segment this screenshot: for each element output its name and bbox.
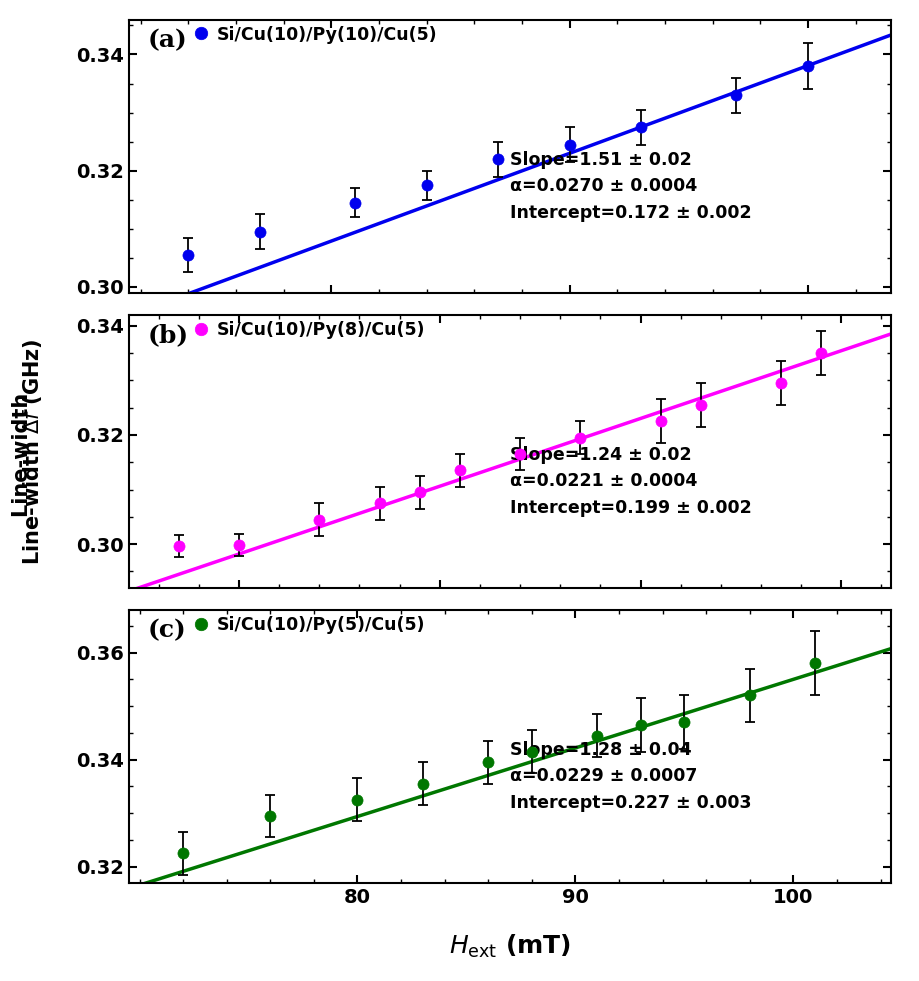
Text: $\it{H}_{\rm{ext}}$ (mT): $\it{H}_{\rm{ext}}$ (mT) [449,933,571,960]
Text: Line-width: Line-width [12,386,32,517]
Legend: Si/Cu(10)/Py(8)/Cu(5): Si/Cu(10)/Py(8)/Cu(5) [195,321,425,338]
Text: Slope=1.51 ± 0.02
α=0.0270 ± 0.0004
Intercept=0.172 ± 0.002: Slope=1.51 ± 0.02 α=0.0270 ± 0.0004 Inte… [510,151,752,222]
Legend: Si/Cu(10)/Py(5)/Cu(5): Si/Cu(10)/Py(5)/Cu(5) [195,616,425,634]
Text: (a): (a) [148,27,187,52]
Text: Slope=1.28 ± 0.04
α=0.0229 ± 0.0007
Intercept=0.227 ± 0.003: Slope=1.28 ± 0.04 α=0.0229 ± 0.0007 Inte… [510,741,752,811]
Legend: Si/Cu(10)/Py(10)/Cu(5): Si/Cu(10)/Py(10)/Cu(5) [195,26,437,43]
Text: Slope=1.24 ± 0.02
α=0.0221 ± 0.0004
Intercept=0.199 ± 0.002: Slope=1.24 ± 0.02 α=0.0221 ± 0.0004 Inte… [510,445,752,517]
Text: (c): (c) [148,618,187,642]
Text: Line-width $\Delta f$ (GHz): Line-width $\Delta f$ (GHz) [20,338,44,564]
Text: (b): (b) [148,323,188,347]
